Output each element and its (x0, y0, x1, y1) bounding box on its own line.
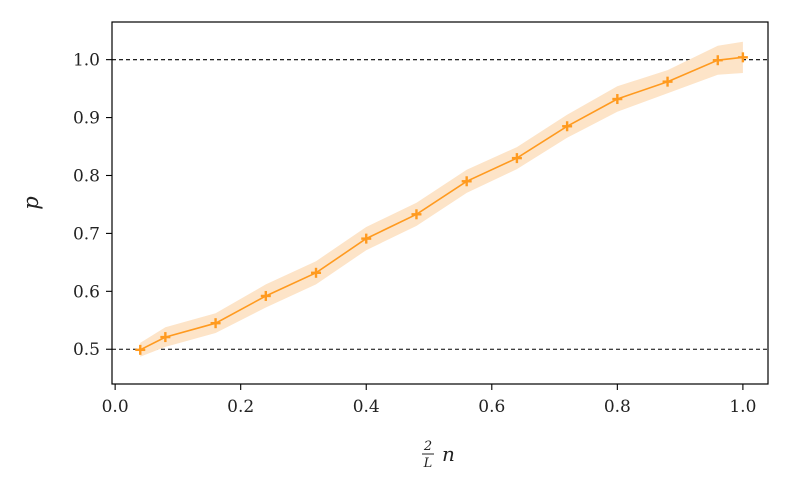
data-point (411, 209, 422, 220)
series-lines (139, 56, 743, 351)
data-point (260, 290, 271, 301)
y-tick-label: 0.8 (73, 166, 100, 186)
y-axis-label: p (19, 196, 43, 209)
x-axis-label-numerator: 2 (423, 439, 432, 454)
y-tick-label: 0.7 (73, 224, 100, 244)
x-tick-label: 1.0 (729, 397, 756, 417)
data-point (511, 153, 522, 164)
x-axis-label-variable: n (442, 442, 455, 466)
x-tick-label: 0.0 (102, 397, 129, 417)
data-point (210, 318, 221, 329)
y-tick-label: 0.9 (73, 109, 100, 129)
series-line (139, 56, 743, 351)
data-point (662, 76, 673, 87)
data-point (311, 267, 322, 278)
data-point (712, 55, 723, 66)
data-point (361, 233, 372, 244)
plot-frame (111, 21, 769, 385)
y-tick-label: 1.0 (73, 51, 100, 71)
x-tick-label: 0.4 (353, 397, 380, 417)
y-tick-label: 0.6 (73, 282, 100, 302)
x-tick-label: 0.2 (227, 397, 254, 417)
confidence-bands (140, 41, 743, 357)
data-point (461, 176, 472, 187)
x-axis: 0.0 0.2 0.4 0.6 0.8 1.0 (102, 384, 756, 417)
x-tick-label: 0.8 (604, 397, 631, 417)
confidence-band (140, 41, 743, 357)
data-point (612, 94, 623, 105)
y-tick-label: 0.5 (73, 340, 100, 360)
y-axis: 0.5 0.6 0.7 0.8 0.9 1.0 (73, 51, 112, 360)
series-markers (135, 52, 748, 355)
data-point (737, 52, 748, 63)
x-axis-label-denominator: L (423, 456, 433, 471)
data-point (160, 332, 171, 343)
reference-lines (112, 59, 768, 350)
x-axis-label: 2 L n (422, 439, 455, 471)
data-point (135, 344, 146, 355)
data-point (562, 121, 573, 132)
x-tick-label: 0.6 (478, 397, 505, 417)
